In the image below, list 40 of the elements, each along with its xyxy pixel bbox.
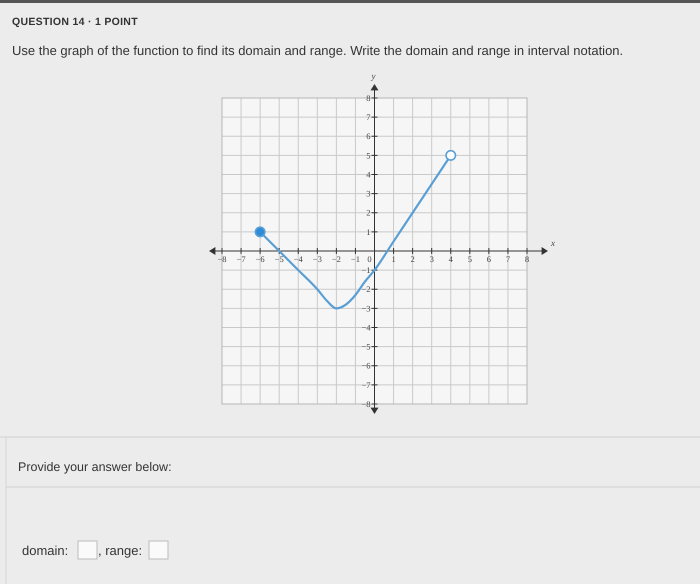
x-tick-label: 5 <box>468 254 472 264</box>
y-tick-label: −7 <box>361 380 370 390</box>
y-tick-label: −8 <box>361 398 370 409</box>
y-tick-label: −3 <box>361 303 370 314</box>
text: , range: <box>98 543 142 558</box>
x-tick-label: 1 <box>391 254 396 264</box>
y-tick-label: −6 <box>361 360 370 371</box>
y-tick-label: −4 <box>361 322 372 332</box>
y-tick-label: 3 <box>366 188 370 199</box>
y-tick-label: 5 <box>366 150 370 160</box>
chart-title: Use the graph of the function to find its domain and range. Write the domain and range in interval notation. <box>12 43 624 58</box>
text: domain: <box>22 543 68 558</box>
text: QUESTION 14 · 1 POINT <box>12 16 138 28</box>
x-tick-label: 8 <box>524 254 530 264</box>
y-tick-label: 1 <box>366 226 370 237</box>
x-tick-label: 6 <box>486 254 491 264</box>
y-tick-label: 7 <box>366 112 370 122</box>
y-tick-label: 4 <box>366 169 372 180</box>
x-tick-label: −1 <box>350 254 360 264</box>
y-tick-label: −2 <box>361 284 370 294</box>
text: Provide your answer below: <box>18 460 172 474</box>
y-tick-label: −1 <box>361 265 370 276</box>
x-axis-title: x <box>550 238 555 248</box>
x-tick-label: 0 <box>367 254 372 264</box>
x-tick-label: −6 <box>256 254 265 264</box>
x-tick-label: 3 <box>430 254 434 264</box>
x-tick-label: 7 <box>506 254 510 264</box>
x-tick-label: 4 <box>448 254 454 264</box>
y-tick-label: 6 <box>366 131 370 142</box>
x-tick-label: −7 <box>236 254 246 264</box>
y-tick-label: 8 <box>366 92 370 103</box>
x-tick-label: −5 <box>274 254 284 264</box>
x-tick-label: −2 <box>332 254 341 264</box>
x-tick-label: −3 <box>312 254 322 264</box>
y-axis-title: y <box>370 71 376 81</box>
x-tick-label: −8 <box>217 254 227 264</box>
y-tick-label: 2 <box>366 208 370 218</box>
y-tick-label: −5 <box>361 342 370 352</box>
x-tick-label: −4 <box>294 254 304 264</box>
x-tick-label: 2 <box>410 254 415 264</box>
